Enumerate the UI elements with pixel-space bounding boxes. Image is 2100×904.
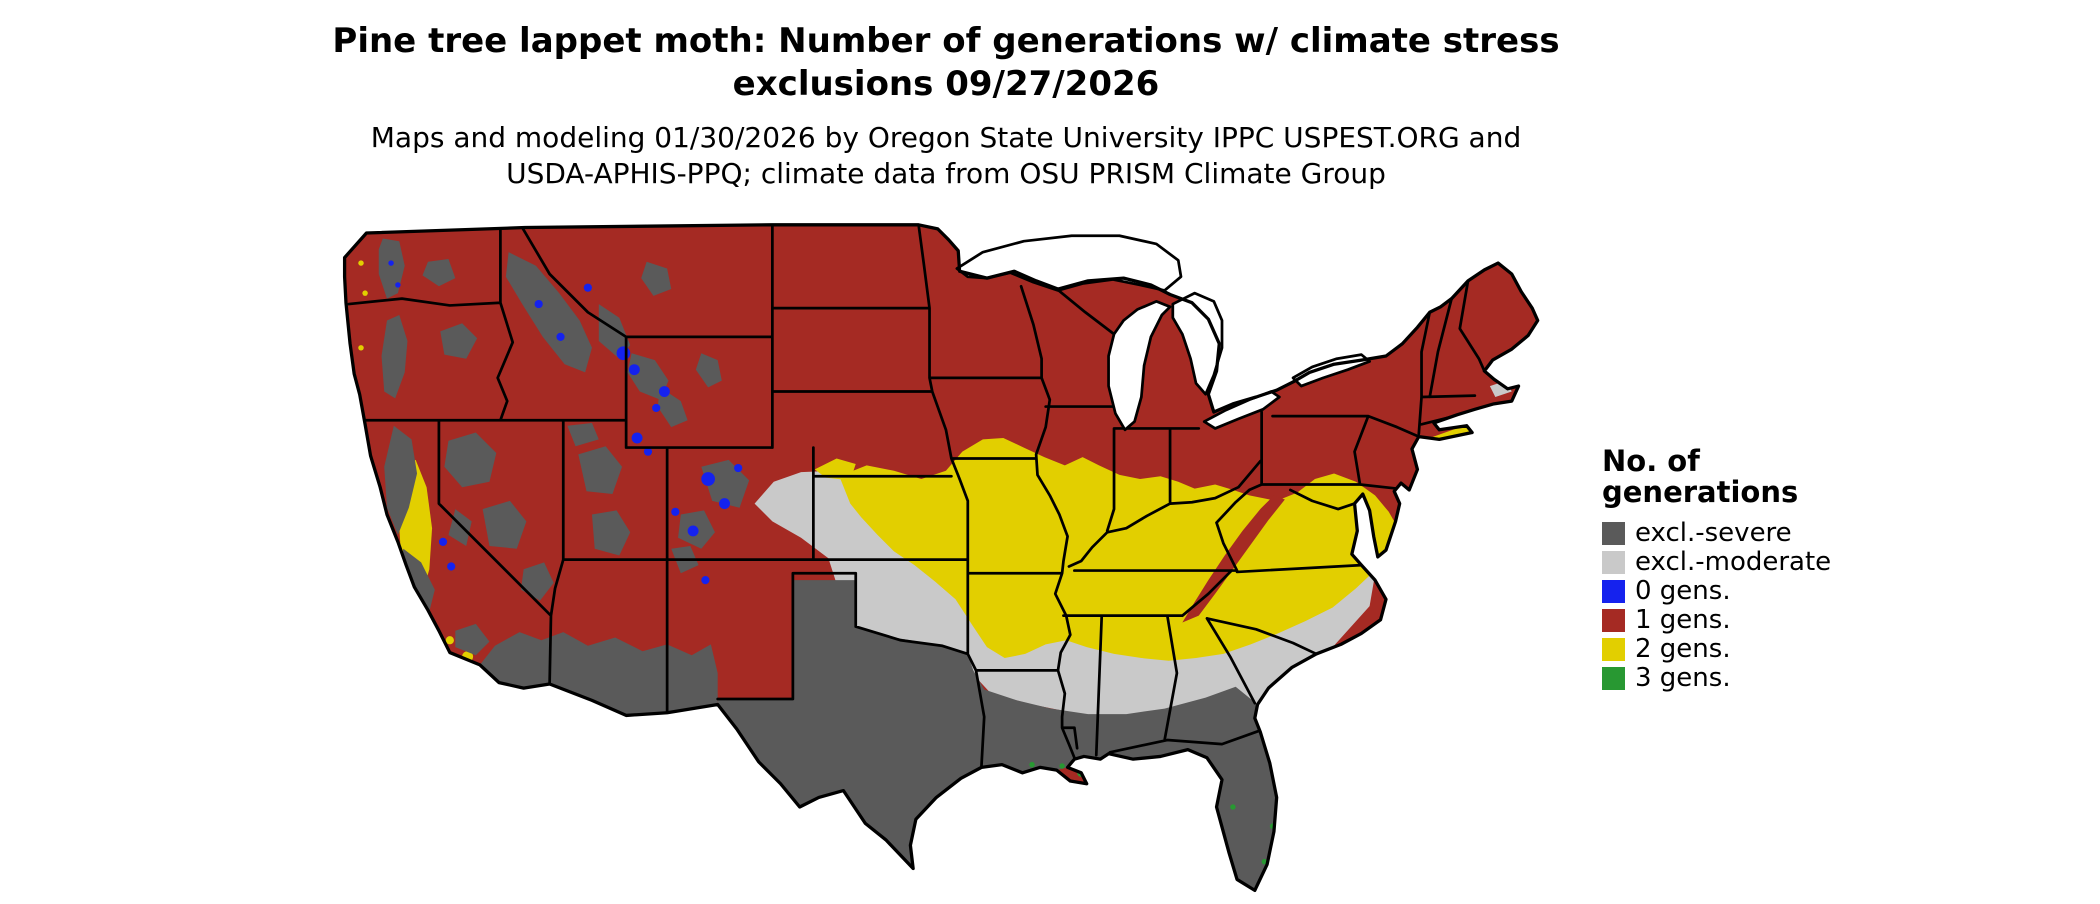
region-excl-severe xyxy=(378,238,1277,891)
legend-title-line2: generations xyxy=(1602,475,1799,509)
legend-color-swatch xyxy=(1602,521,1625,545)
state-boundaries xyxy=(347,224,1486,768)
legend-item-label: 3 gens. xyxy=(1635,663,1731,693)
legend-color-swatch xyxy=(1602,666,1625,690)
subtitle-line2: USDA-APHIS-PPQ; climate data from OSU PR… xyxy=(506,157,1386,190)
legend-color-swatch xyxy=(1602,550,1625,574)
legend-rows: excl.-severe excl.-moderate 0 gens. 1 ge… xyxy=(1602,518,1832,693)
page-title-line2: exclusions 09/27/2026 xyxy=(732,64,1160,104)
legend-color-swatch xyxy=(1602,637,1625,661)
subtitle-line1: Maps and modeling 01/30/2026 by Oregon S… xyxy=(370,121,1522,154)
subtitle-block: Maps and modeling 01/30/2026 by Oregon S… xyxy=(0,120,1892,192)
page-title-line1: Pine tree lappet moth: Number of generat… xyxy=(332,21,1560,61)
legend-item-label: excl.-severe xyxy=(1635,518,1792,548)
legend-title-line1: No. of xyxy=(1602,444,1700,478)
title-block: Pine tree lappet moth: Number of generat… xyxy=(0,20,1892,192)
region-0-generations xyxy=(388,260,743,585)
legend-item-label: excl.-moderate xyxy=(1635,547,1832,577)
legend-color-swatch xyxy=(1602,608,1625,632)
us-generations-map xyxy=(320,222,1550,904)
legend-item-3-gens: 3 gens. xyxy=(1602,663,1831,693)
legend-item-0-gens: 0 gens. xyxy=(1602,576,1831,606)
legend-item-2-gens: 2 gens. xyxy=(1602,634,1831,664)
legend-item-label: 0 gens. xyxy=(1635,576,1731,606)
map-legend: No. of generations excl.-severe excl.-mo… xyxy=(1602,446,1831,694)
legend-item-excl-severe: excl.-severe xyxy=(1602,518,1831,548)
legend-item-label: 1 gens. xyxy=(1635,605,1731,635)
region-appalachian-1-generation xyxy=(1182,495,1285,623)
legend-item-1-gens: 1 gens. xyxy=(1602,605,1831,635)
lake-erie xyxy=(1202,390,1281,430)
legend-item-excl-moderate: excl.-moderate xyxy=(1602,547,1832,577)
us-border-outline xyxy=(342,223,1540,893)
legend-item-label: 2 gens. xyxy=(1635,634,1731,664)
conus-choropleth-svg xyxy=(342,223,1540,893)
lake-michigan xyxy=(1107,299,1172,432)
legend-color-swatch xyxy=(1602,579,1625,603)
